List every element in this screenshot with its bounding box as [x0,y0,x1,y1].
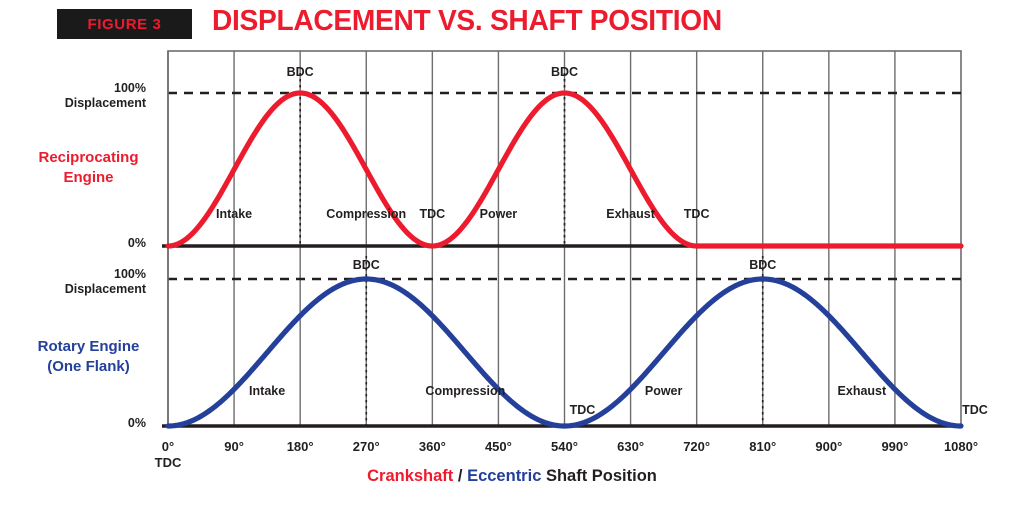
marker-label-tdc-top: TDC [419,207,446,221]
x-tick-label: 540° [551,439,578,454]
x-axis-title-part-0: Crankshaft [367,467,454,485]
x-tick-label: 900° [815,439,843,454]
x-tick-label: 180° [286,439,314,454]
marker-label-tdc-bottom: TDC [962,403,988,417]
figure-header: FIGURE 3 DISPLACEMENT VS. SHAFT POSITION [0,0,1024,48]
y-label-100-top: 100% [114,81,146,95]
x-axis-title: Crankshaft / Eccentric Shaft Position [0,467,1024,486]
y-label-0-top: 0% [127,236,146,250]
x-tick-label: 810° [749,439,777,454]
stroke-label-power-bottom: Power [644,384,683,398]
stroke-label-compression-bottom: Compression [425,384,506,398]
x-tick-origin-sublabel: TDC [154,455,182,470]
series-label-rotary-engine-line2: (One Flank) [47,358,130,375]
x-tick-label: 990° [881,439,909,454]
stroke-label-intake-top: Intake [216,207,253,221]
marker-label-tdc-top: TDC [683,207,710,221]
figure-title: DISPLACEMENT VS. SHAFT POSITION [212,5,722,37]
series-line-rotary-engine [165,276,964,429]
marker-label-bdc-top: BDC [550,65,579,79]
y-label-displacement-top: Displacement [64,96,146,110]
stroke-label-compression-top: Compression [326,207,407,221]
marker-label-tdc-bottom: TDC [569,403,596,417]
stroke-label-intake-bottom: Intake [249,384,286,398]
y-label-displacement-bottom: Displacement [64,282,146,296]
x-tick-label: 450° [484,439,512,454]
marker-label-bdc-bottom: BDC [352,258,380,272]
x-tick-label: 630° [617,439,645,454]
x-tick-label: 0° [161,439,175,454]
series-label-rotary-engine-line1: Rotary Engine [37,338,140,355]
x-tick-label: 90° [224,439,244,454]
stroke-label-exhaust-bottom: Exhaust [837,384,887,398]
figure-number-label: FIGURE 3 [87,15,162,33]
x-axis-title-part-3: Shaft Position [541,467,657,485]
x-tick-label: 360° [418,439,446,454]
x-axis-title-part-2: Eccentric [467,467,542,485]
y-label-100-bottom: 100% [114,267,146,281]
stroke-label-exhaust-top: Exhaust [606,207,655,221]
series-line-reciprocating-engine [165,90,964,249]
x-tick-label: 1080° [943,439,979,454]
marker-label-bdc-top: BDC [286,65,314,79]
series-label-reciprocating-engine-line1: Reciprocating [38,149,139,166]
series-label-reciprocating-engine-line2: Engine [63,169,114,186]
figure-number-badge: FIGURE 3 [57,9,192,39]
marker-label-bdc-bottom: BDC [749,258,777,272]
y-label-0-bottom: 0% [127,416,146,430]
x-tick-label: 720° [683,439,711,454]
x-axis-title-part-1: / [453,467,468,485]
x-tick-label: 270° [352,439,380,454]
stroke-label-power-top: Power [479,207,518,221]
